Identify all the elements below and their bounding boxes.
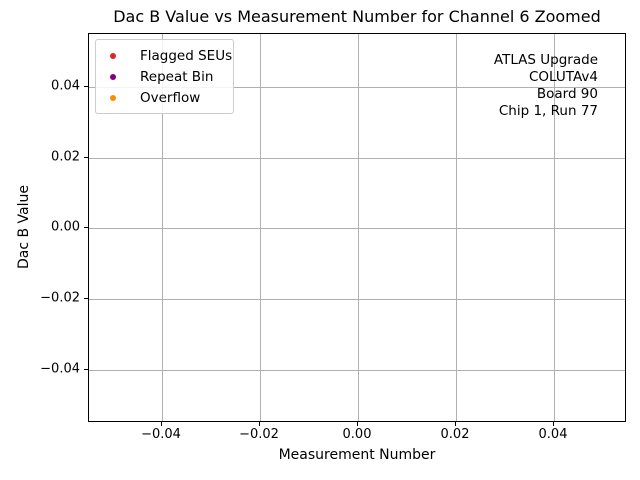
annotation-line: Chip 1, Run 77 <box>498 103 598 119</box>
annotation-line: ATLAS Upgrade <box>493 52 598 68</box>
y-tick-label: −0.02 <box>40 290 80 306</box>
y-tick-mark <box>84 369 88 370</box>
vertical-gridline <box>260 34 261 421</box>
x-tick-mark <box>259 422 260 426</box>
legend-label: Repeat Bin <box>140 68 214 85</box>
legend-label: Overflow <box>140 89 201 106</box>
x-tick-label: 0.02 <box>440 427 470 442</box>
chart-title: Dac B Value vs Measurement Number for Ch… <box>113 7 601 26</box>
y-tick-mark <box>84 298 88 299</box>
circle-marker-icon <box>110 52 116 59</box>
y-tick-label: −0.04 <box>40 361 80 377</box>
x-tick-mark <box>161 422 162 426</box>
y-tick-label: 0.00 <box>51 219 80 235</box>
horizontal-gridline <box>89 370 625 371</box>
legend-entry-overflow: Overflow <box>96 87 225 108</box>
horizontal-gridline <box>89 158 625 159</box>
x-tick-mark <box>357 422 358 426</box>
x-tick-label: 0.00 <box>342 427 372 442</box>
y-tick-label: 0.04 <box>51 78 80 94</box>
horizontal-gridline <box>89 228 625 229</box>
legend-label: Flagged SEUs <box>140 47 233 64</box>
x-tick-label: −0.02 <box>239 427 279 442</box>
legend-entry-flagged-seus: Flagged SEUs <box>96 45 232 66</box>
x-tick-mark <box>553 422 554 426</box>
circle-marker-icon <box>110 94 116 101</box>
corner-annotation: ATLAS Upgrade COLUTAv4 Board 90 Chip 1, … <box>494 52 598 120</box>
vertical-gridline <box>358 34 359 421</box>
vertical-gridline <box>162 34 163 421</box>
annotation-line: Board 90 <box>536 86 598 102</box>
vertical-gridline <box>456 34 457 421</box>
legend: Flagged SEUs Repeat Bin Overflow <box>95 39 234 114</box>
y-tick-mark <box>84 157 88 158</box>
legend-entry-repeat-bin: Repeat Bin <box>96 66 225 87</box>
y-tick-label: 0.02 <box>51 149 80 165</box>
horizontal-gridline <box>89 87 625 88</box>
y-tick-mark <box>84 86 88 87</box>
vertical-gridline <box>554 34 555 421</box>
x-tick-label: 0.04 <box>538 427 568 442</box>
x-tick-label: −0.04 <box>141 427 181 442</box>
x-tick-mark <box>455 422 456 426</box>
annotation-line: COLUTAv4 <box>528 69 598 85</box>
horizontal-gridline <box>89 299 625 300</box>
x-axis-label: Measurement Number <box>278 447 436 463</box>
y-axis-label: Dac B Value <box>16 184 32 270</box>
y-tick-mark <box>84 227 88 228</box>
circle-marker-icon <box>110 73 116 80</box>
